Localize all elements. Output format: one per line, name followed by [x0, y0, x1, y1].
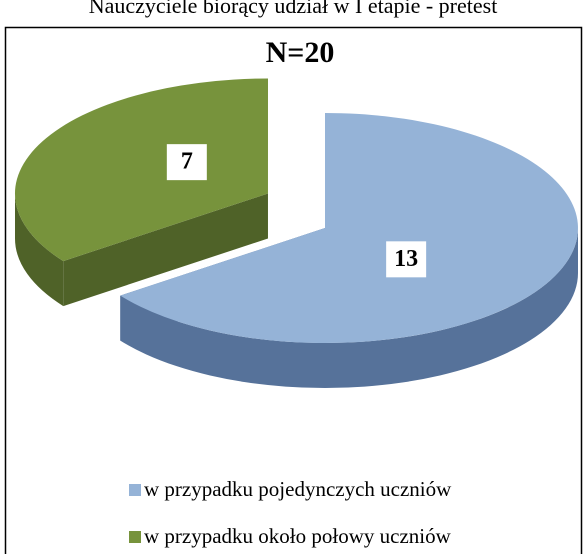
slice-wall — [120, 228, 579, 389]
data-label: 7 — [181, 149, 193, 175]
slice-face — [63, 193, 268, 307]
data-label: 13 — [394, 246, 418, 272]
slice — [120, 113, 578, 344]
legend-label: w przypadku pojedynczych uczniów — [144, 477, 452, 501]
pie: 13 7 — [14, 78, 579, 389]
legend: w przypadku pojedynczych uczniów w przypa… — [129, 477, 452, 548]
legend-label: w przypadku około połowy uczniów — [144, 524, 452, 548]
slice — [14, 78, 268, 262]
legend-swatch — [129, 531, 141, 543]
page-heading: Nauczyciele biorący udział w I etapie - … — [89, 0, 498, 18]
legend-swatch — [129, 484, 141, 496]
data-label-box — [386, 241, 427, 278]
chart-title: N=20 — [266, 36, 335, 69]
slice-wall — [14, 193, 64, 307]
data-label-box — [166, 144, 207, 181]
